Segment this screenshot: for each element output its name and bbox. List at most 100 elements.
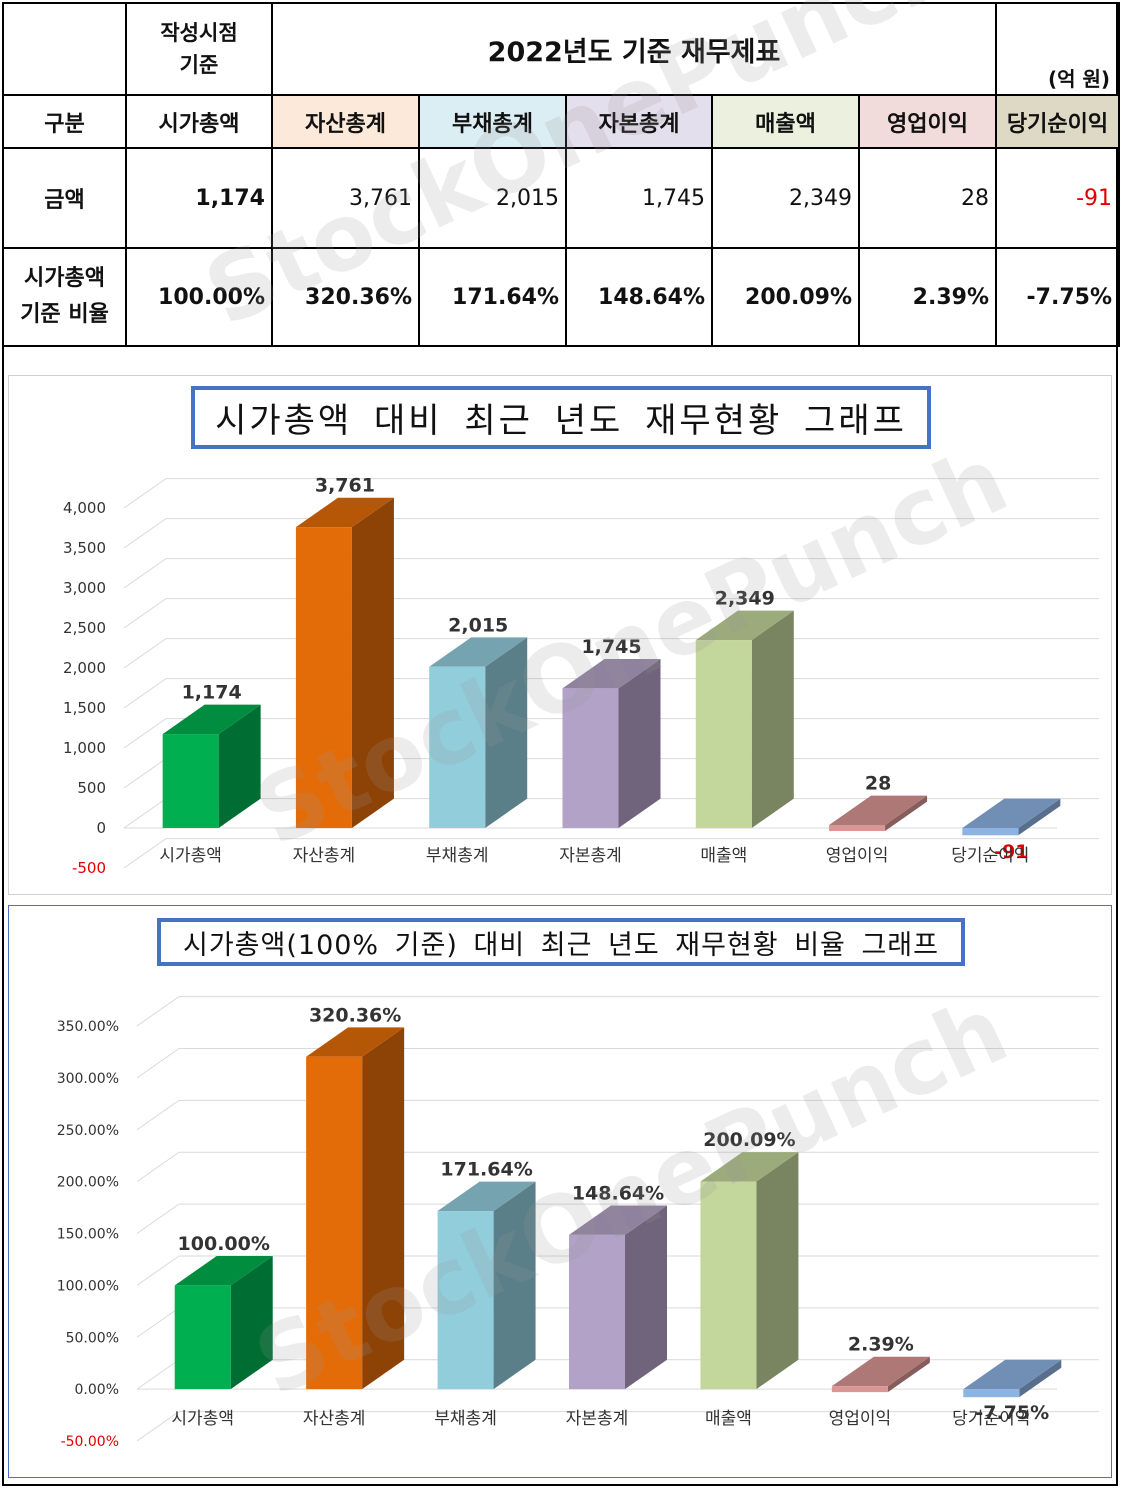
bar xyxy=(700,1181,757,1390)
category-label: 자본총계 xyxy=(566,1409,629,1429)
bar-side xyxy=(218,704,261,828)
bar xyxy=(695,640,752,828)
ratio-cell: 200.09% xyxy=(711,247,860,347)
gridline-depth xyxy=(136,1203,180,1234)
gridline-depth xyxy=(136,1307,180,1338)
category-label: 자본총계 xyxy=(559,846,622,866)
category-label: 매출액 xyxy=(705,1409,752,1429)
bar-side xyxy=(625,1205,667,1390)
bar-top xyxy=(831,1356,930,1387)
category-label: 자산총계 xyxy=(303,1409,366,1429)
column-header: 자본총계 xyxy=(565,94,713,149)
category-label: 자산총계 xyxy=(293,846,356,866)
bar xyxy=(569,1234,625,1390)
table-corner xyxy=(2,2,127,96)
data-label: 2.39% xyxy=(848,1334,914,1356)
bar-top xyxy=(429,637,528,667)
y-tick-label: 350.00% xyxy=(57,1019,119,1035)
bar-top xyxy=(295,497,394,528)
bar-side xyxy=(485,637,528,828)
column-header: 매출액 xyxy=(711,94,860,149)
ratio-label-line1: 시가총액 xyxy=(24,266,105,291)
bar-side xyxy=(362,1027,405,1390)
data-label: 2,015 xyxy=(448,614,508,636)
bar xyxy=(962,828,1019,836)
y-tick-label: -50.00% xyxy=(61,1434,119,1450)
bar-top xyxy=(962,798,1061,828)
gridline-depth xyxy=(123,718,167,749)
bar xyxy=(306,1056,363,1390)
category-label: 영업이익 xyxy=(826,846,889,866)
chart-panel-amounts: 시가총액 대비 최근 년도 재무현황 그래프 -500 0 500 1,000 1,50… xyxy=(8,375,1112,895)
gridline-depth xyxy=(136,1359,180,1390)
ratio-cell: 2.39% xyxy=(858,247,997,347)
bar xyxy=(437,1211,494,1390)
ratio-cell: 320.36% xyxy=(271,247,420,347)
data-label: 2,349 xyxy=(715,588,775,610)
bar xyxy=(429,666,486,828)
financial-table: 작성시점 기준 2022년도 기준 재무제표 (억 원) 구분 시가총액 자산총계… xyxy=(2,2,1120,347)
data-label: 320.36% xyxy=(309,1004,401,1026)
bar-side xyxy=(1019,1359,1062,1398)
bar-top xyxy=(700,1152,799,1182)
amount-cell: -91 xyxy=(995,147,1120,249)
ratio-label-line2: 기준 비율 xyxy=(20,302,109,327)
column-header: 시가총액 xyxy=(125,94,273,149)
gridline-depth xyxy=(123,598,167,629)
y-tick-label: 3,000 xyxy=(63,579,106,597)
bar-side xyxy=(887,1356,930,1393)
ratio-label: 시가총액 기준 비율 xyxy=(2,247,127,347)
y-tick-label: 300.00% xyxy=(57,1071,119,1087)
bar-side xyxy=(885,795,928,831)
bar-top xyxy=(162,704,261,735)
unit-cell: (억 원) xyxy=(995,2,1120,96)
bar xyxy=(829,825,886,831)
unit-label: (억 원) xyxy=(1047,67,1110,91)
y-tick-label: 2,000 xyxy=(63,659,106,677)
gridline-depth xyxy=(123,758,167,789)
bar xyxy=(963,1389,1020,1398)
gridline-depth xyxy=(136,1151,180,1183)
data-label: 171.64% xyxy=(440,1159,532,1181)
date-header-line1: 작성시점 xyxy=(160,21,238,45)
y-tick-label: 4,000 xyxy=(63,499,106,517)
category-label: 매출액 xyxy=(700,846,747,866)
bar-side xyxy=(751,610,794,828)
chart-title-amounts: 시가총액 대비 최근 년도 재무현황 그래프 xyxy=(191,386,931,449)
category-label: 시가총액 xyxy=(171,1409,234,1429)
y-tick-label: 100.00% xyxy=(57,1278,119,1294)
y-tick-label: 1,000 xyxy=(63,739,106,757)
column-header: 부채총계 xyxy=(418,94,567,149)
data-label: 28 xyxy=(865,773,891,795)
bar-side xyxy=(618,659,661,828)
gridline-depth xyxy=(123,558,167,589)
amount-cell: 1,174 xyxy=(125,147,273,249)
bar-side xyxy=(756,1152,799,1390)
gridline-depth xyxy=(123,838,167,869)
column-header: 당기순이익 xyxy=(995,94,1120,149)
bar-side xyxy=(493,1181,536,1390)
row-header-label: 구분 xyxy=(2,94,127,149)
date-header: 작성시점 기준 xyxy=(125,2,273,96)
gridline-depth xyxy=(123,518,167,549)
category-label: 부채총계 xyxy=(434,1409,497,1429)
data-label: 1,174 xyxy=(182,682,242,704)
gridline-depth xyxy=(123,678,167,709)
y-tick-label: 150.00% xyxy=(57,1227,119,1243)
amount-cell: 3,761 xyxy=(271,147,420,249)
bar-side xyxy=(230,1255,273,1390)
amount-cell: 2,015 xyxy=(418,147,567,249)
amount-cell: 2,349 xyxy=(711,147,860,249)
y-tick-label: 200.00% xyxy=(57,1175,119,1191)
gridline-depth xyxy=(136,1411,180,1442)
amount-cell: 28 xyxy=(858,147,997,249)
data-label: -91 xyxy=(994,841,1028,863)
y-tick-label: -500 xyxy=(72,859,106,877)
data-label: 3,761 xyxy=(315,475,375,497)
gridline-depth xyxy=(123,638,167,669)
bar-top xyxy=(174,1255,273,1286)
bar xyxy=(174,1285,231,1390)
data-label: 1,745 xyxy=(581,636,641,658)
bar-top xyxy=(695,610,794,641)
bar-side xyxy=(351,497,394,828)
